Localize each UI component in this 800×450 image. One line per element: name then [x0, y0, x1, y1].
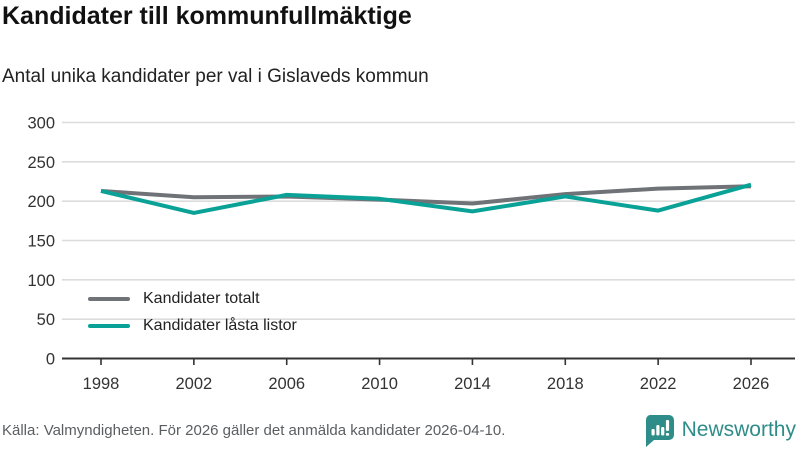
newsworthy-logo: Newsworthy — [645, 414, 796, 447]
y-tick-label-0: 0 — [46, 351, 55, 369]
x-tick-label-2002: 2002 — [175, 375, 212, 393]
x-tick-label-2006: 2006 — [268, 375, 305, 393]
chart-subtitle: Antal unika kandidater per val i Gislave… — [2, 66, 429, 87]
y-tick-label-50: 50 — [37, 311, 55, 329]
y-tick-label-250: 250 — [27, 154, 55, 172]
y-tick-label-300: 300 — [27, 115, 55, 133]
legend-swatch-lasta-listor — [88, 323, 130, 329]
series-line-totalt — [100, 184, 752, 206]
x-tick-label-2018: 2018 — [547, 375, 584, 393]
legend-item-totalt: Kandidater totalt — [88, 290, 297, 308]
x-tick-label-2026: 2026 — [733, 375, 770, 393]
series-line-lasta-listor — [100, 182, 752, 215]
legend-label-totalt: Kandidater totalt — [143, 290, 260, 307]
chart-legend: Kandidater totalt Kandidater låsta listo… — [88, 290, 297, 335]
chart-title: Kandidater till kommunfullmäktige — [2, 2, 412, 30]
x-tick-label-2014: 2014 — [454, 375, 491, 393]
x-tick-label-2022: 2022 — [640, 375, 677, 393]
legend-item-lasta-listor: Kandidater låsta listor — [88, 317, 297, 335]
x-tick-label-1998: 1998 — [83, 375, 120, 393]
x-tick-label-2010: 2010 — [361, 375, 398, 393]
y-tick-label-100: 100 — [27, 272, 55, 290]
source-note: Källa: Valmyndigheten. För 2026 gäller d… — [2, 421, 506, 439]
legend-swatch-totalt — [88, 296, 130, 302]
newsworthy-bars-icon — [645, 414, 674, 447]
line-chart-plot: 0 50 100 150 200 250 300 1998 2002 2006 2010 2014 20… — [27, 115, 795, 393]
y-tick-label-150: 150 — [27, 233, 55, 251]
y-tick-label-200: 200 — [27, 193, 55, 211]
brand-name: Newsworthy — [681, 418, 796, 441]
legend-label-lasta-listor: Kandidater låsta listor — [143, 317, 297, 334]
chart-footer: Källa: Valmyndigheten. För 2026 gäller d… — [0, 414, 800, 450]
